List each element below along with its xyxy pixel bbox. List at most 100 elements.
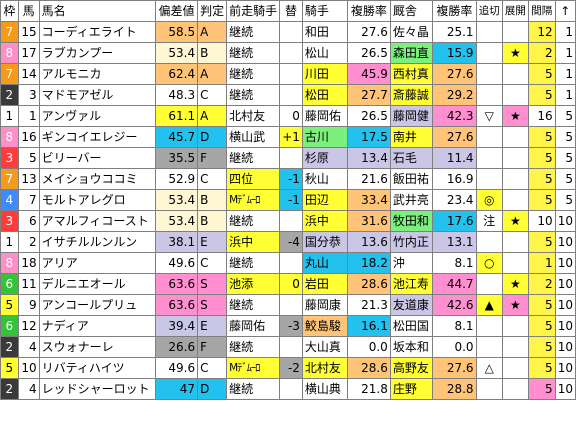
jockey-cell[interactable]: 松田 <box>301 84 348 106</box>
kae-cell <box>279 42 303 64</box>
horse-name[interactable]: リバティハイツ <box>38 357 156 379</box>
col-jockey-rate[interactable]: 複勝率 <box>346 0 391 22</box>
col-name[interactable]: 馬名 <box>38 0 156 22</box>
jockey-cell[interactable]: 秋山 <box>301 168 348 190</box>
col-hantei[interactable]: 判定 <box>197 0 228 22</box>
jockey-cell[interactable]: 川田 <box>301 63 348 85</box>
table-row[interactable]: 3 5 ビリーバー 35.5 F 継続 杉原 13.4 石毛 11.4 5 5 <box>0 147 576 169</box>
col-stable-rate[interactable]: 複勝率 <box>432 0 477 22</box>
waku-cell: 7 <box>0 168 19 190</box>
horse-name[interactable]: コーディエライト <box>38 21 156 43</box>
horse-name[interactable]: アンヴァル <box>38 105 156 127</box>
stable-cell[interactable]: 坂本和 <box>389 336 434 358</box>
stable-cell[interactable]: 沖 <box>389 252 434 274</box>
horse-name[interactable]: レッドシャーロット <box>38 378 156 400</box>
horse-name[interactable]: アルモニカ <box>38 63 156 85</box>
col-arrow[interactable]: ↑ <box>554 0 576 22</box>
jockey-cell[interactable]: 北村友 <box>301 357 348 379</box>
horse-name[interactable]: マドモアゼル <box>38 84 156 106</box>
stable-cell[interactable]: 藤岡健 <box>389 105 434 127</box>
table-row[interactable]: 2 3 マドモアゼル 48.3 C 継続 松田 27.7 斎藤誠 29.2 5 … <box>0 84 576 106</box>
stable-cell[interactable]: 庄野 <box>389 378 434 400</box>
jockey-cell[interactable]: 藤岡佑 <box>301 105 348 127</box>
stable-cell[interactable]: 池江寿 <box>389 273 434 295</box>
jockey-cell[interactable]: 岩田 <box>301 273 348 295</box>
arrow-cell: 10 <box>554 294 576 316</box>
kankaku-cell: 5 <box>527 63 556 85</box>
table-row[interactable]: 1 1 アンヴァル 61.1 A 北村友 0 藤岡佑 26.5 藤岡健 42.3… <box>0 105 576 127</box>
prev-jockey-cell: 継続 <box>226 294 281 316</box>
jockey-cell[interactable]: 松山 <box>301 42 348 64</box>
jockey-cell[interactable]: 古川 <box>301 126 348 148</box>
jockey-cell[interactable]: 国分恭 <box>301 231 348 253</box>
horse-name[interactable]: アリア <box>38 252 156 274</box>
col-uma[interactable]: 馬 <box>17 0 40 22</box>
horse-name[interactable]: アマルフィコースト <box>38 210 156 232</box>
horse-name[interactable]: アンコールプリュ <box>38 294 156 316</box>
table-row[interactable]: 2 4 レッドシャーロット 47 D 継続 横山典 21.8 庄野 28.8 5… <box>0 378 576 400</box>
stable-cell[interactable]: 武井亮 <box>389 189 434 211</box>
table-row[interactable]: 4 7 モルトアレグロ 53.4 B Mﾃﾞﾑｰﾛ -1 田辺 33.4 武井亮… <box>0 189 576 211</box>
horse-name[interactable]: ギンコイエレジー <box>38 126 156 148</box>
horse-name[interactable]: ビリーバー <box>38 147 156 169</box>
table-row[interactable]: 8 18 アリア 49.6 C 継続 丸山 18.2 沖 8.1 ○ 1 10 <box>0 252 576 274</box>
col-tenkai[interactable]: 展開 <box>501 0 529 22</box>
table-row[interactable]: 5 9 アンコールプリュ 63.6 S 継続 藤岡康 21.3 友道康 42.6… <box>0 294 576 316</box>
uma-cell: 7 <box>17 189 40 211</box>
jockey-cell[interactable]: 丸山 <box>301 252 348 274</box>
table-row[interactable]: 1 2 イサチルルンルン 38.1 E 浜中 -4 国分恭 13.6 竹内正 1… <box>0 231 576 253</box>
table-row[interactable]: 7 13 メイショウココミ 52.9 C 四位 -1 秋山 21.6 飯田祐 1… <box>0 168 576 190</box>
hantei-cell: C <box>197 357 228 379</box>
stable-cell[interactable]: 斎藤誠 <box>389 84 434 106</box>
jockey-cell[interactable]: 杉原 <box>301 147 348 169</box>
kankaku-cell: 5 <box>527 84 556 106</box>
stable-cell[interactable]: 友道康 <box>389 294 434 316</box>
col-stable[interactable]: 厩舎 <box>389 0 434 22</box>
horse-name[interactable]: スウォナーレ <box>38 336 156 358</box>
table-row[interactable]: 8 16 ギンコイエレジー 45.7 D 横山武 +1 古川 17.5 南井 2… <box>0 126 576 148</box>
jockey-cell[interactable]: 浜中 <box>301 210 348 232</box>
col-oikiri[interactable]: 追切 <box>475 0 503 22</box>
hantei-cell: C <box>197 252 228 274</box>
waku-cell: 2 <box>0 84 19 106</box>
stable-cell[interactable]: 竹内正 <box>389 231 434 253</box>
table-row[interactable]: 5 10 リバティハイツ 49.6 C Mﾃﾞﾑｰﾛ -2 北村友 28.6 高… <box>0 357 576 379</box>
col-jockey[interactable]: 騎手 <box>301 0 348 22</box>
tenkai-cell: ★ <box>501 273 529 295</box>
col-hensachi[interactable]: 偏差値 <box>154 0 199 22</box>
table-row[interactable]: 6 11 デルニエオール 63.6 S 池添 0 岩田 28.6 池江寿 44.… <box>0 273 576 295</box>
stable-cell[interactable]: 飯田祐 <box>389 168 434 190</box>
horse-name[interactable]: ナディア <box>38 315 156 337</box>
horse-name[interactable]: デルニエオール <box>38 273 156 295</box>
stable-cell[interactable]: 牧田和 <box>389 210 434 232</box>
col-waku[interactable]: 枠 <box>0 0 19 22</box>
stable-cell[interactable]: 高野友 <box>389 357 434 379</box>
stable-cell[interactable]: 森田直 <box>389 42 434 64</box>
jockey-cell[interactable]: 大山真 <box>301 336 348 358</box>
jockey-cell[interactable]: 田辺 <box>301 189 348 211</box>
arrow-cell: 10 <box>554 231 576 253</box>
table-row[interactable]: 8 17 ラブカンプー 53.4 B 継続 松山 26.5 森田直 15.9 ★… <box>0 42 576 64</box>
col-kankaku[interactable]: 間隔 <box>527 0 556 22</box>
jockey-cell[interactable]: 横山典 <box>301 378 348 400</box>
arrow-cell: 5 <box>554 168 576 190</box>
stable-cell[interactable]: 南井 <box>389 126 434 148</box>
horse-name[interactable]: ラブカンプー <box>38 42 156 64</box>
table-row[interactable]: 7 15 コーディエライト 58.5 A 継続 和田 27.6 佐々晶 25.1… <box>0 21 576 43</box>
jockey-cell[interactable]: 和田 <box>301 21 348 43</box>
jockey-cell[interactable]: 藤岡康 <box>301 294 348 316</box>
horse-name[interactable]: イサチルルンルン <box>38 231 156 253</box>
col-kae[interactable]: 替 <box>279 0 303 22</box>
table-row[interactable]: 6 12 ナディア 39.4 E 藤岡佑 -3 鮫島駿 16.1 松田国 8.1… <box>0 315 576 337</box>
table-row[interactable]: 7 14 アルモニカ 62.4 A 継続 川田 45.9 西村真 27.6 5 … <box>0 63 576 85</box>
stable-cell[interactable]: 佐々晶 <box>389 21 434 43</box>
col-prev-jockey[interactable]: 前走騎手 <box>226 0 281 22</box>
stable-cell[interactable]: 西村真 <box>389 63 434 85</box>
stable-cell[interactable]: 石毛 <box>389 147 434 169</box>
table-row[interactable]: 2 4 スウォナーレ 26.6 F 継続 大山真 0.0 坂本和 0.0 5 1… <box>0 336 576 358</box>
horse-name[interactable]: モルトアレグロ <box>38 189 156 211</box>
jockey-cell[interactable]: 鮫島駿 <box>301 315 348 337</box>
horse-name[interactable]: メイショウココミ <box>38 168 156 190</box>
stable-cell[interactable]: 松田国 <box>389 315 434 337</box>
table-row[interactable]: 3 6 アマルフィコースト 53.4 B 継続 浜中 31.6 牧田和 17.6… <box>0 210 576 232</box>
